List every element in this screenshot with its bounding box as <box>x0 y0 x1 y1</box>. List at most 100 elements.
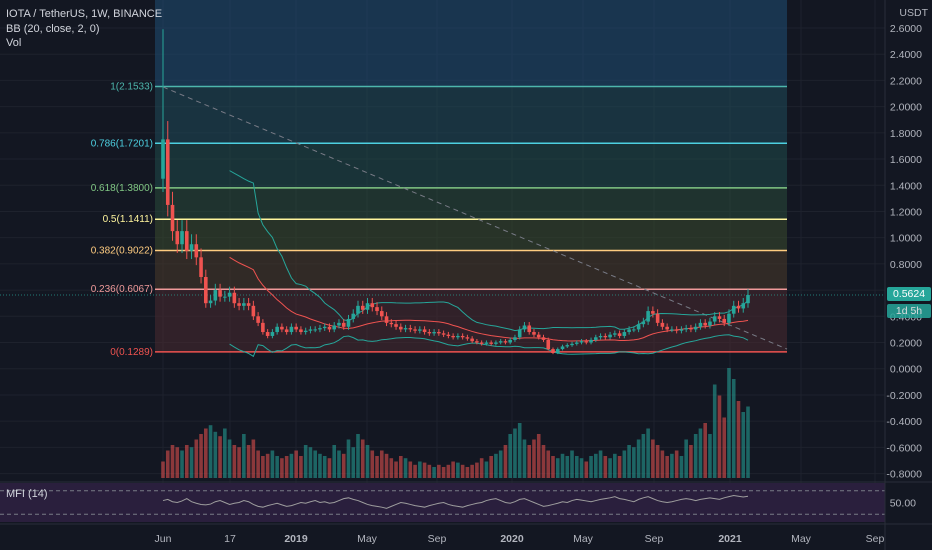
volume-bar <box>608 458 612 478</box>
candle-body <box>375 307 379 312</box>
volume-bar <box>665 456 669 478</box>
volume-bar <box>184 445 189 478</box>
volume-bar <box>284 456 289 478</box>
volume-bar <box>589 456 593 478</box>
candle-body <box>184 231 189 251</box>
candle-body <box>208 300 213 304</box>
candle-body <box>522 325 527 330</box>
volume-bar <box>413 464 417 478</box>
fib-zone-top <box>155 0 787 87</box>
candle-body <box>204 276 208 304</box>
candle-body <box>579 341 584 343</box>
volume-bar <box>289 453 294 478</box>
volume-bar <box>208 425 213 478</box>
candle-body <box>746 295 750 304</box>
volume-bar <box>165 450 170 478</box>
volume-bar <box>503 445 508 478</box>
volume-bar <box>189 447 194 478</box>
candle-body <box>617 333 622 336</box>
volume-bar <box>227 439 232 478</box>
candle-body <box>223 296 227 298</box>
volume-bar <box>636 439 641 478</box>
candle-body <box>275 326 279 333</box>
price-axis-currency: USDT <box>899 7 928 19</box>
volume-bar <box>170 445 175 478</box>
volume-bar <box>536 434 541 478</box>
price-tick-label: 0.2000 <box>890 338 922 350</box>
volume-bar <box>603 456 608 478</box>
volume-bar <box>574 456 579 478</box>
time-tick-label: May <box>791 533 812 545</box>
candle-body <box>446 334 451 336</box>
candle-body <box>646 311 650 322</box>
volume-bar <box>660 450 665 478</box>
candle-body <box>270 332 275 336</box>
candle-body <box>565 345 570 347</box>
price-tick-label: 2.6000 <box>890 23 922 35</box>
price-tick-label: -0.2000 <box>886 390 922 402</box>
candle-body <box>627 329 631 333</box>
fib-level-label: 0.786(1.7201) <box>91 138 153 149</box>
volume-bar <box>265 453 270 478</box>
volume-bar <box>508 434 512 478</box>
candle-body <box>318 328 322 330</box>
candle-body <box>399 326 403 330</box>
volume-bar <box>517 423 522 478</box>
volume-bar <box>384 453 389 478</box>
candle-body <box>175 231 180 245</box>
volume-bar <box>484 461 489 478</box>
time-tick-label: Sep <box>645 533 664 545</box>
candle-body <box>594 337 598 340</box>
volume-bar <box>275 456 279 478</box>
candle-body <box>394 324 398 327</box>
volume-bar <box>555 458 560 478</box>
time-tick-label: May <box>357 533 378 545</box>
candle-body <box>555 349 560 354</box>
bb-indicator-label[interactable]: BB (20, close, 2, 0) <box>6 23 100 35</box>
volume-bar <box>684 439 688 478</box>
candle-body <box>194 244 199 258</box>
volume-bar <box>365 445 370 478</box>
volume-bar <box>594 453 598 478</box>
volume-bar <box>674 450 679 478</box>
time-tick-label: 17 <box>224 533 236 545</box>
price-tick-label: -0.4000 <box>886 416 922 428</box>
volume-bar <box>399 456 403 478</box>
volume-bar <box>627 445 631 478</box>
volume-indicator-label[interactable]: Vol <box>6 37 22 49</box>
candle-body <box>299 329 303 333</box>
candle-body <box>346 318 351 327</box>
fib-zone <box>155 289 787 352</box>
time-tick-label: Jun <box>155 533 172 545</box>
countdown-badge: 1d 5h <box>887 304 931 318</box>
fib-zone <box>155 143 787 188</box>
volume-bar <box>613 453 617 478</box>
volume-bar <box>332 445 337 478</box>
candle-body <box>641 321 646 325</box>
candle-body <box>180 231 184 245</box>
volume-bar <box>622 450 627 478</box>
volume-bar <box>736 401 741 478</box>
fib-level-label: 0.382(0.9022) <box>91 245 153 256</box>
candle-body <box>261 322 265 333</box>
mfi-indicator-label[interactable]: MFI (14) <box>6 488 48 500</box>
candle-body <box>532 332 536 335</box>
candle-body <box>560 346 565 350</box>
volume-bar <box>689 445 693 478</box>
volume-bar <box>741 412 746 478</box>
candle-body <box>598 335 603 338</box>
volume-bar <box>551 456 555 478</box>
candle-body <box>708 321 712 326</box>
candle-body <box>722 318 727 323</box>
volume-bar <box>218 436 222 478</box>
volume-bar <box>717 395 722 478</box>
price-tick-label: 0.8000 <box>890 259 922 271</box>
candle-body <box>408 328 413 330</box>
candle-body <box>517 329 522 338</box>
fib-level-label: 0.5(1.1411) <box>103 214 153 225</box>
volume-bar <box>498 450 503 478</box>
volume-bar <box>598 450 603 478</box>
volume-bar <box>237 447 241 478</box>
candle-body <box>608 334 612 338</box>
